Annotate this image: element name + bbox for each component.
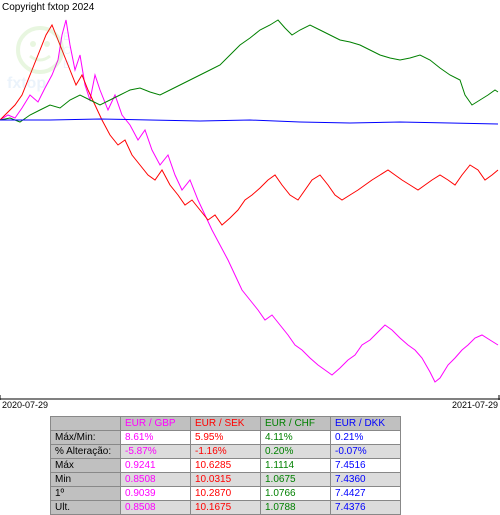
table-header-row: EUR / GBPEUR / SEKEUR / CHFEUR / DKK [51,417,401,431]
table-header-blank [51,417,121,431]
table-row-header: Ult. [51,501,121,515]
table-cell: 0.20% [261,445,331,459]
table-cell: 10.6285 [191,459,261,473]
table-cell: 10.1675 [191,501,261,515]
table-cell: 7.4376 [331,501,401,515]
x-axis-labels: 2020-07-29 2021-07-29 [0,400,500,414]
table-cell: 1.1114 [261,459,331,473]
table-cell: 0.9241 [121,459,191,473]
table-row: 1º0.903910.28701.07667.4427 [51,487,401,501]
svg-text:C: C [63,45,71,57]
table-row: % Alteração:-5.87%-1.16%0.20%-0.07% [51,445,401,459]
table-cell: 10.2870 [191,487,261,501]
table-row: Máx0.924110.62851.11147.4516 [51,459,401,473]
table-row-header: 1º [51,487,121,501]
series-line-eurdkk [0,119,498,124]
svg-text:fxtop: fxtop [7,75,46,92]
table-cell: -0.07% [331,445,401,459]
svg-text:E: E [63,31,70,43]
table-row-header: Máx/Min: [51,431,121,445]
table-row: Ult.0.850810.16751.07887.4376 [51,501,401,515]
table-cell: 7.4427 [331,487,401,501]
x-axis-end-label: 2021-07-29 [452,400,498,410]
table-cell: 0.9039 [121,487,191,501]
x-axis-start-label: 2020-07-29 [2,400,48,410]
table-cell: 7.4360 [331,473,401,487]
copyright-text: Copyright fxtop 2024 [2,2,94,13]
table-header-pair: EUR / GBP [121,417,191,431]
table-header-pair: EUR / DKK [331,417,401,431]
table-cell: 0.21% [331,431,401,445]
table-row: Máx/Min:8.61%5.95%4.11%0.21% [51,431,401,445]
currency-data-table: EUR / GBPEUR / SEKEUR / CHFEUR / DKKMáx/… [50,416,401,515]
svg-text:B: B [63,59,70,71]
table-header-pair: EUR / CHF [261,417,331,431]
table-row-header: % Alteração: [51,445,121,459]
chart-container: Copyright fxtop 2024 fxtop E C B 2020-07… [0,0,500,500]
table-cell: 7.4516 [331,459,401,473]
table-cell: -1.16% [191,445,261,459]
table-cell: 4.11% [261,431,331,445]
table-cell: -5.87% [121,445,191,459]
table-cell: 10.0315 [191,473,261,487]
table-cell: 0.8508 [121,473,191,487]
table-row: Min0.850810.03151.06757.4360 [51,473,401,487]
watermark-logo: fxtop E C B [5,20,95,95]
table-cell: 5.95% [191,431,261,445]
table-cell: 8.61% [121,431,191,445]
table-row-header: Min [51,473,121,487]
table-cell: 0.8508 [121,501,191,515]
table-cell: 1.0788 [261,501,331,515]
table-header-pair: EUR / SEK [191,417,261,431]
table-row-header: Máx [51,459,121,473]
table-cell: 1.0766 [261,487,331,501]
table-cell: 1.0675 [261,473,331,487]
